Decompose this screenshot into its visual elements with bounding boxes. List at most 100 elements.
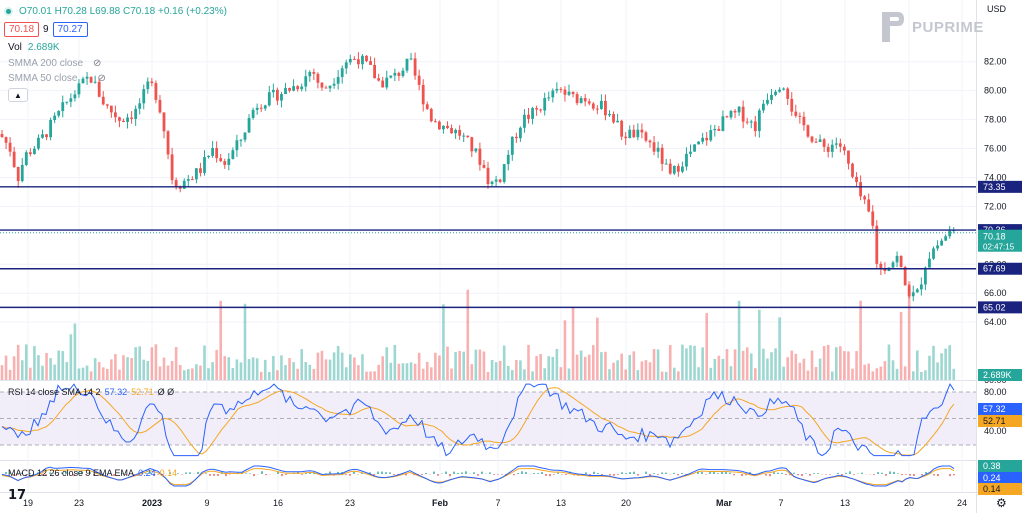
- sell-button[interactable]: 70.18: [4, 22, 40, 37]
- volume-bar: [45, 352, 48, 380]
- volume-bar: [174, 346, 178, 380]
- volume-bar: [555, 348, 559, 380]
- candle-body: [478, 148, 482, 165]
- volume-bar: [798, 362, 802, 380]
- volume-bar: [405, 363, 409, 380]
- volume-bar: [162, 357, 166, 380]
- candle-body: [749, 121, 753, 123]
- candle-body: [413, 58, 417, 76]
- candle-body: [652, 142, 656, 152]
- candle-body: [190, 179, 194, 181]
- tradingview-logo-icon[interactable]: 17: [8, 488, 27, 503]
- volume-bar: [336, 345, 340, 380]
- rsi-legend[interactable]: RSI 14 close SMA 14 2 57.32 52.71 Ø Ø: [8, 387, 174, 397]
- hidden-eye-icon[interactable]: ⊘: [93, 58, 102, 69]
- macd-histogram-bar: [341, 471, 343, 474]
- volume-bar: [77, 368, 81, 380]
- macd-histogram-bar: [5, 472, 7, 474]
- candle-body: [741, 106, 745, 122]
- candle-body: [45, 134, 48, 138]
- volume-bar: [628, 354, 632, 380]
- volume-bar: [818, 358, 822, 380]
- candle-body: [891, 262, 895, 268]
- collapse-legend-button[interactable]: ▲: [8, 88, 28, 102]
- candle-body: [822, 139, 826, 147]
- candle-body: [924, 267, 927, 285]
- candle-body: [531, 108, 534, 119]
- candle-body: [130, 117, 133, 119]
- volume-bar: [673, 367, 676, 380]
- candle-body: [93, 81, 97, 83]
- macd-histogram-bar: [533, 473, 535, 474]
- candle-body: [57, 111, 61, 116]
- rsi-axis-tick: 40.00: [984, 426, 1007, 436]
- candle-body: [551, 90, 555, 98]
- candle-body: [644, 132, 648, 141]
- candle-body: [0, 134, 4, 138]
- candle-body: [454, 129, 457, 134]
- candle-body: [170, 154, 174, 181]
- macd-histogram-bar: [749, 472, 751, 474]
- macd-histogram-bar: [349, 474, 351, 476]
- smma200-legend[interactable]: SMMA 200 close ⊘: [8, 58, 101, 69]
- candle-body: [231, 150, 235, 159]
- volume-bar: [361, 354, 364, 380]
- macd-histogram-bar: [81, 471, 83, 474]
- candle-body: [150, 81, 154, 84]
- macd-histogram-bar: [585, 472, 587, 474]
- hidden-eye-icon[interactable]: ⊘: [97, 73, 106, 84]
- volume-bar: [57, 350, 60, 380]
- candle-body: [786, 88, 790, 99]
- volume-bar: [587, 354, 591, 380]
- macd-histogram-bar: [77, 471, 79, 474]
- candle-body: [158, 99, 162, 113]
- settings-gear-icon[interactable]: ⚙: [996, 496, 1007, 510]
- volume-bar: [701, 347, 704, 380]
- volume-bar: [308, 364, 312, 380]
- volume-bar: [219, 300, 222, 380]
- macd-histogram-bar: [285, 474, 287, 475]
- candle-body: [397, 72, 401, 76]
- volume-bar: [677, 371, 680, 380]
- volume-bar: [272, 356, 275, 380]
- macd-histogram-bar: [497, 474, 499, 475]
- candle-body: [280, 94, 283, 101]
- volume-bar: [8, 369, 12, 380]
- macd-legend[interactable]: MACD 12 26 close 9 EMA EMA 0.24 0.14: [8, 468, 177, 478]
- candle-body: [591, 103, 595, 109]
- macd-histogram-bar: [937, 474, 939, 477]
- macd-histogram-bar: [385, 472, 387, 474]
- macd-histogram-bar: [709, 471, 711, 474]
- volume-bar: [790, 350, 794, 380]
- volume-bar: [61, 351, 65, 380]
- candle-body: [583, 98, 587, 102]
- candle-body: [689, 151, 692, 154]
- rsi-value: 57.32: [104, 387, 128, 397]
- buy-button[interactable]: 70.27: [52, 22, 88, 37]
- level-price-badge[interactable]: [978, 180, 1022, 193]
- macd-histogram-bar: [785, 474, 787, 476]
- level-price-badge[interactable]: [978, 262, 1022, 275]
- volume-bar: [531, 371, 534, 380]
- macd-histogram-bar: [645, 471, 647, 474]
- candle-body: [757, 110, 761, 132]
- macd-histogram-bar: [841, 474, 843, 476]
- volume-legend[interactable]: Vol 2.689K: [8, 42, 60, 53]
- macd-histogram-bar: [817, 473, 819, 474]
- volume-bar: [754, 368, 757, 380]
- rsi-label: RSI 14 close SMA 14 2: [8, 387, 101, 397]
- volume-bar: [33, 346, 36, 380]
- volume-bar: [166, 365, 170, 380]
- volume-bar: [899, 311, 903, 380]
- macd-histogram-bar: [461, 472, 463, 474]
- currency-label[interactable]: USD: [986, 4, 1006, 14]
- candle-body: [806, 125, 810, 137]
- current-price-badge: [978, 229, 1022, 252]
- smma50-legend[interactable]: SMMA 50 close ⊘: [8, 73, 106, 84]
- time-axis-tick: 23: [345, 498, 355, 508]
- candle-body: [300, 86, 304, 90]
- level-price-badge[interactable]: [978, 301, 1022, 314]
- candle-body: [818, 139, 822, 143]
